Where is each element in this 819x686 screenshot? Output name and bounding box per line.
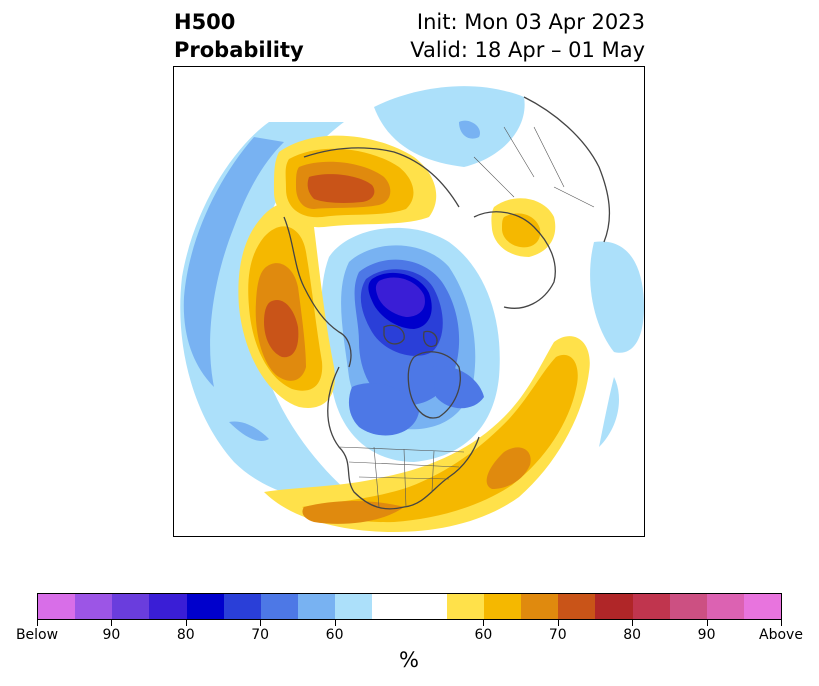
title-variable: H500	[174, 10, 236, 34]
anomaly-above-orange-us	[302, 501, 404, 524]
coastline-europe	[473, 211, 556, 309]
colorbar-unit-label: %	[399, 648, 419, 672]
colorbar-segment	[446, 594, 484, 619]
colorbar-tick-label: 90	[697, 627, 716, 643]
border-lines-us	[338, 446, 465, 508]
colorbar-segment	[223, 594, 261, 619]
polar-map	[173, 66, 645, 537]
colorbar-segment	[112, 594, 150, 619]
coastline-arctic-islands	[383, 324, 438, 348]
colorbar-segment	[372, 594, 410, 619]
valid-date-range: Valid: 18 Apr – 01 May	[410, 38, 645, 62]
anomaly-above-dark-orange-west	[264, 299, 299, 358]
coastline-north-america	[327, 366, 480, 510]
anomaly-above-orange-atlantic	[486, 447, 531, 489]
anomaly-above-dark-orange-north	[307, 174, 375, 203]
chart-title-right: Init: Mon 03 Apr 2023 Valid: 18 Apr – 01…	[410, 8, 645, 64]
colorbar-segment	[558, 594, 596, 619]
colorbar-tick	[37, 620, 38, 626]
colorbar-tick-label: 60	[474, 627, 493, 643]
colorbar-tick	[781, 620, 782, 626]
colorbar-segment	[483, 594, 522, 619]
chart-title-left: H500 Probability	[174, 8, 304, 64]
anomaly-below-mid-west	[183, 137, 284, 387]
colorbar-segment	[706, 594, 744, 619]
anomaly-below-light-ne	[374, 86, 525, 167]
colorbar-segment	[669, 594, 707, 619]
colorbar-tick	[483, 620, 485, 626]
colorbar-tick	[185, 620, 187, 626]
coastline-alaska	[283, 216, 352, 368]
colorbar-tick-label: 80	[623, 627, 642, 643]
anomaly-below-mid-ne	[459, 120, 480, 139]
colorbar-segment	[632, 594, 670, 619]
colorbar-segment	[595, 594, 633, 619]
title-field-type: Probability	[174, 38, 304, 62]
state-borders	[338, 126, 595, 508]
colorbar-tick-label: 60	[325, 627, 344, 643]
coastline-siberia	[303, 147, 460, 208]
anomaly-below-mid-sw	[229, 421, 269, 442]
colorbar	[37, 593, 782, 620]
border-lines-asia	[473, 126, 595, 208]
anomaly-below-60-south	[348, 383, 419, 436]
coastlines	[283, 96, 611, 510]
colorbar-tick-label: 80	[176, 627, 195, 643]
polar-map-canvas	[180, 86, 644, 532]
anomaly-below-90-core	[375, 277, 425, 317]
colorbar-tick-label: 70	[548, 627, 567, 643]
colorbar-tick	[334, 620, 336, 626]
colorbar-tick	[706, 620, 708, 626]
coastline-greenland	[407, 351, 461, 419]
colorbar-tick-label: Above	[759, 627, 803, 643]
colorbar-tick	[111, 620, 113, 626]
anomaly-below-light-se	[599, 377, 619, 447]
colorbar-tick	[557, 620, 559, 626]
colorbar-tick-label: 70	[251, 627, 270, 643]
init-date: Init: Mon 03 Apr 2023	[416, 10, 645, 34]
colorbar-segment	[149, 594, 187, 619]
colorbar-segment	[38, 594, 76, 619]
colorbar-segment	[186, 594, 224, 619]
colorbar-segment	[409, 594, 447, 619]
colorbar-tick-label: 90	[102, 627, 121, 643]
anomaly-above-gold-europe	[502, 213, 541, 248]
anomaly-below-60-se	[432, 366, 484, 409]
colorbar-tick	[260, 620, 262, 626]
colorbar-segment	[335, 594, 373, 619]
colorbar-segment	[521, 594, 559, 619]
colorbar-segment	[298, 594, 336, 619]
colorbar-segment	[743, 594, 782, 619]
colorbar-tick-label: Below	[15, 627, 59, 643]
anomaly-below-light-east	[590, 241, 644, 353]
colorbar-segment	[75, 594, 113, 619]
coastline-asia-east	[523, 96, 611, 243]
colorbar-segment	[260, 594, 299, 619]
colorbar-tick	[632, 620, 634, 626]
